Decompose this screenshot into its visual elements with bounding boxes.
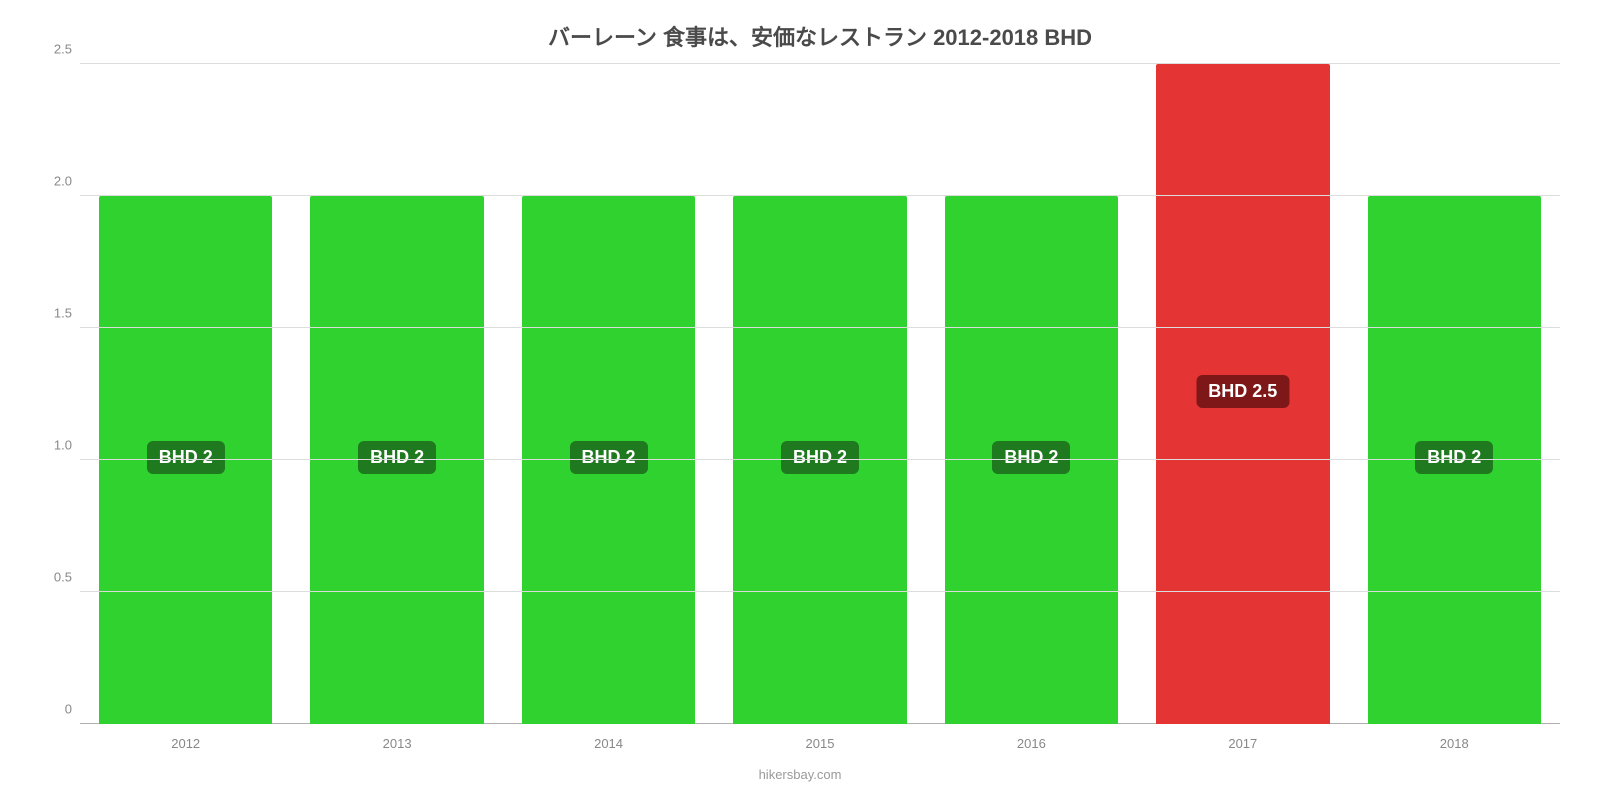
bar-slot: BHD 22015 [714, 64, 925, 724]
attribution-text: hikersbay.com [759, 767, 842, 782]
bar-value-label: BHD 2 [992, 441, 1070, 474]
grid-line [80, 327, 1560, 328]
y-tick-label: 2.5 [32, 42, 72, 57]
x-tick-label: 2013 [383, 736, 412, 751]
x-tick-label: 2015 [806, 736, 835, 751]
bar: BHD 2 [522, 196, 695, 724]
bar-slot: BHD 22013 [291, 64, 502, 724]
bar-value-label: BHD 2 [781, 441, 859, 474]
x-tick-label: 2012 [171, 736, 200, 751]
bar-slot: BHD 22014 [503, 64, 714, 724]
y-tick-label: 1.5 [32, 306, 72, 321]
x-tick-label: 2017 [1228, 736, 1257, 751]
bar: BHD 2 [310, 196, 483, 724]
bar: BHD 2.5 [1156, 64, 1329, 724]
x-tick-label: 2014 [594, 736, 623, 751]
x-tick-label: 2016 [1017, 736, 1046, 751]
bar: BHD 2 [945, 196, 1118, 724]
bar-value-label: BHD 2 [570, 441, 648, 474]
bars-group: BHD 22012BHD 22013BHD 22014BHD 22015BHD … [80, 64, 1560, 724]
bar-value-label: BHD 2 [1415, 441, 1493, 474]
grid-line [80, 459, 1560, 460]
bar-slot: BHD 22018 [1349, 64, 1560, 724]
y-tick-label: 0 [32, 702, 72, 717]
bar: BHD 2 [99, 196, 272, 724]
bar-value-label: BHD 2 [358, 441, 436, 474]
bar: BHD 2 [733, 196, 906, 724]
bar-slot: BHD 22012 [80, 64, 291, 724]
y-tick-label: 1.0 [32, 438, 72, 453]
grid-line [80, 591, 1560, 592]
bar-value-label: BHD 2 [147, 441, 225, 474]
y-tick-label: 0.5 [32, 570, 72, 585]
grid-line [80, 195, 1560, 196]
bar-slot: BHD 22016 [926, 64, 1137, 724]
x-tick-label: 2018 [1440, 736, 1469, 751]
chart-title: バーレーン 食事は、安価なレストラン 2012-2018 BHD [80, 20, 1560, 52]
bar-slot: BHD 2.52017 [1137, 64, 1348, 724]
plot-area: BHD 22012BHD 22013BHD 22014BHD 22015BHD … [80, 64, 1560, 724]
chart-container: バーレーン 食事は、安価なレストラン 2012-2018 BHD BHD 220… [0, 0, 1600, 800]
y-tick-label: 2.0 [32, 174, 72, 189]
bar-value-label: BHD 2.5 [1196, 375, 1289, 408]
grid-line [80, 63, 1560, 64]
bar: BHD 2 [1368, 196, 1541, 724]
